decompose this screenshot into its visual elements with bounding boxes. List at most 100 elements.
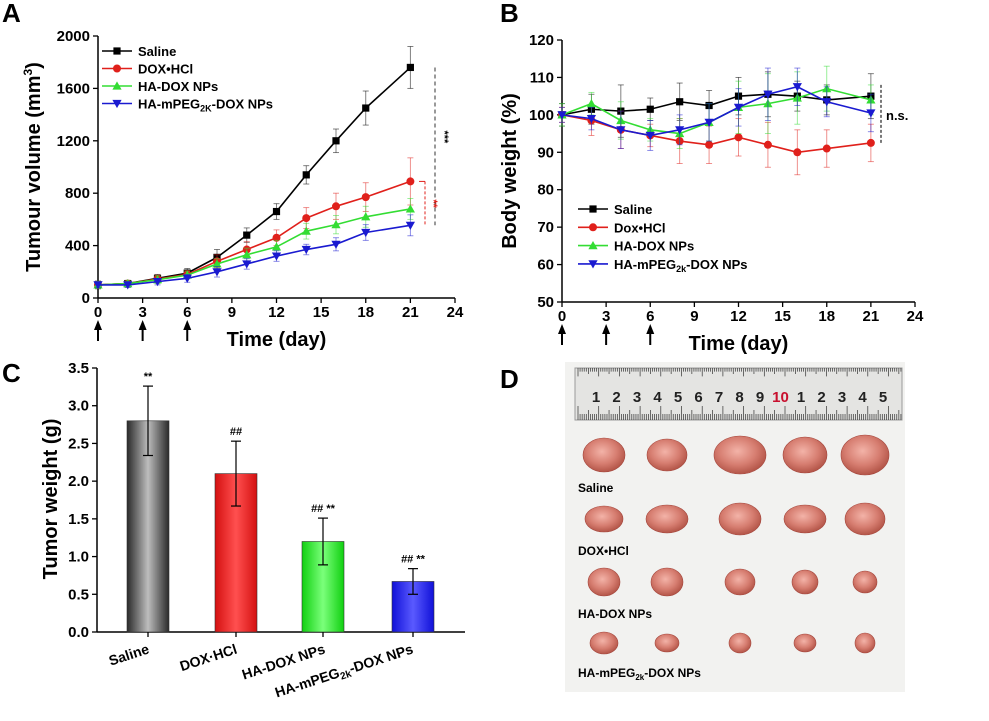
- category-label-dox-hcl: DOX·HCl: [178, 641, 239, 674]
- y-tick-label-a: 800: [65, 185, 90, 202]
- dosing-arrow-head-b: [646, 324, 655, 334]
- tumor-sample: [793, 633, 817, 653]
- tumor-sample: [840, 434, 890, 476]
- data-point-ha-mpeg2k-dox-nps-a: [212, 268, 222, 277]
- dosing-arrow-head-a: [94, 320, 102, 330]
- y-tick-label-c: 3.0: [68, 398, 89, 415]
- chart-panel-c: 0.0 0.5 1.0 1.5 2.0 2.5 3.0 3.5 Tumor weight (g)…: [40, 360, 465, 700]
- tumor-sample: [654, 633, 680, 653]
- y-tick-label-a: 1200: [57, 133, 90, 150]
- data-point-ha-mpeg2k-dox-nps-a: [271, 252, 282, 261]
- y-tick-label-c: 0.0: [68, 624, 89, 641]
- data-point-dox-hcl-a: [406, 177, 415, 186]
- dosing-arrow-head-b: [558, 324, 566, 334]
- data-point-ha-dox-nps-a: [405, 204, 415, 213]
- x-tick-label-a: 18: [357, 304, 374, 321]
- tumor-sample: [844, 502, 886, 536]
- data-point-saline-a: [362, 104, 370, 112]
- legend-marker-dox-hcl-a: [113, 64, 121, 73]
- legend-label-saline-a: Saline: [138, 44, 176, 59]
- ruler-number: 2: [612, 389, 620, 406]
- y-tick-label-c: 2.5: [68, 435, 89, 452]
- data-point-ha-mpeg2k-dox-nps-b: [866, 109, 876, 118]
- x-tick-label-a: 0: [94, 304, 102, 321]
- y-tick-label-c: 1.0: [68, 549, 89, 566]
- ruler-number: 3: [838, 389, 846, 406]
- data-point-saline-b: [676, 98, 684, 106]
- x-tick-label-b: 9: [690, 308, 698, 325]
- legend-marker-ha-mpeg2k-dox-nps-b: [588, 260, 598, 269]
- data-point-ha-dox-nps-a: [212, 259, 222, 268]
- row-label-saline: Saline: [578, 481, 614, 495]
- tumor-sample: [713, 435, 767, 475]
- ruler-ticks: [577, 368, 902, 420]
- data-point-ha-mpeg2k-dox-nps-a: [301, 245, 311, 255]
- tumor-sample: [646, 438, 688, 472]
- ruler-number: 5: [674, 389, 682, 406]
- row-label-ha-dox: HA-DOX NPs: [578, 607, 652, 621]
- dosing-arrow-head-b: [602, 324, 611, 334]
- y-tick-label-b: 60: [537, 257, 554, 274]
- chart-panel-a: 0 3 6 9 12 15 18 21 24 0 400 800 1200 1600 2000 Time (d…: [21, 28, 464, 351]
- ruler-number: 4: [858, 389, 867, 406]
- significance-mark-dox-hcl: **: [427, 199, 439, 208]
- x-tick-label-a: 15: [313, 304, 330, 321]
- y-axis-label-b: Body weight (%): [499, 93, 521, 249]
- panel-letter-c: C: [2, 358, 21, 388]
- ruler-number: 8: [735, 389, 743, 406]
- y-tick-label-b: 80: [537, 182, 554, 199]
- y-tick-label-b: 50: [537, 294, 554, 311]
- significance-mark-ha-dox-nps: ## **: [311, 503, 336, 515]
- y-tick-label-b: 70: [537, 219, 554, 236]
- data-point-saline-a: [302, 171, 310, 179]
- x-axis-label-b: Time (day): [689, 333, 789, 355]
- dosing-arrow-head-a: [183, 320, 192, 330]
- data-point-ha-mpeg2k-dox-nps-a: [361, 228, 371, 238]
- tumor-sample: [582, 437, 626, 473]
- x-tick-label-b: 18: [818, 308, 835, 325]
- row-label-dox-hcl: DOX•HCl: [578, 544, 629, 558]
- legend-label-ha-mpeg2k-dox-nps-a: HA-mPEG2K-DOX NPs: [138, 97, 273, 114]
- y-tick-label-a: 400: [65, 238, 90, 255]
- legend-marker-ha-dox-nps-a: [112, 81, 122, 90]
- tumor-sample: [718, 502, 762, 536]
- chart-panel-b: 0 3 6 9 12 15 18 21 24 50 60 70 80 90 100 110 120 Time (d…: [499, 32, 924, 355]
- data-point-ha-dox-nps-a: [242, 250, 252, 259]
- tumor-photo-panel: 1 2 3 4 5 6 7 8 9 10 1 2 3 4 5 Saline DOX•HCl HA-DOX N…: [565, 362, 905, 692]
- legend-marker-saline-b: [589, 205, 597, 213]
- data-point-dox-hcl-b: [763, 140, 772, 149]
- tumor-sample: [645, 504, 689, 534]
- data-point-dox-hcl-b: [705, 140, 714, 149]
- legend-marker-saline-a: [113, 47, 121, 55]
- data-point-ha-mpeg2k-dox-nps-b: [733, 103, 744, 112]
- data-point-dox-hcl-b: [866, 138, 875, 147]
- legend-marker-ha-dox-nps-b: [588, 241, 598, 250]
- ruler-number: 10: [772, 389, 789, 406]
- data-point-dox-hcl-b: [822, 144, 831, 153]
- data-point-saline-a: [243, 231, 251, 239]
- data-point-dox-hcl-b: [793, 148, 802, 157]
- tumor-samples: [582, 434, 890, 655]
- y-tick-label-a: 0: [82, 290, 90, 307]
- legend-label-ha-mpeg2k-dox-nps-b: HA-mPEG2k-DOX NPs: [614, 257, 748, 274]
- x-tick-label-a: 3: [138, 304, 146, 321]
- data-point-dox-hcl-a: [272, 233, 281, 242]
- data-point-ha-mpeg2k-dox-nps-a: [152, 278, 163, 287]
- x-tick-label-b: 12: [730, 308, 747, 325]
- data-point-ha-mpeg2k-dox-nps-b: [763, 90, 773, 99]
- y-axis-label-c: Tumor weight (g): [40, 419, 62, 580]
- data-point-ha-dox-nps-a: [361, 212, 371, 221]
- tumor-sample: [724, 568, 756, 596]
- data-point-ha-mpeg2k-dox-nps-b: [792, 83, 802, 92]
- category-label-saline: Saline: [107, 641, 151, 669]
- data-point-ha-dox-nps-a: [301, 226, 311, 235]
- tumor-sample: [854, 632, 876, 654]
- dosing-arrow-head-a: [138, 320, 147, 330]
- data-point-ha-mpeg2k-dox-nps-b: [616, 126, 626, 135]
- y-tick-label-b: 120: [529, 32, 554, 49]
- tumor-sample: [791, 569, 819, 595]
- x-tick-label-b: 3: [602, 308, 610, 325]
- legend-marker-dox-hcl-b: [589, 223, 597, 232]
- data-point-dox-hcl-a: [361, 193, 370, 202]
